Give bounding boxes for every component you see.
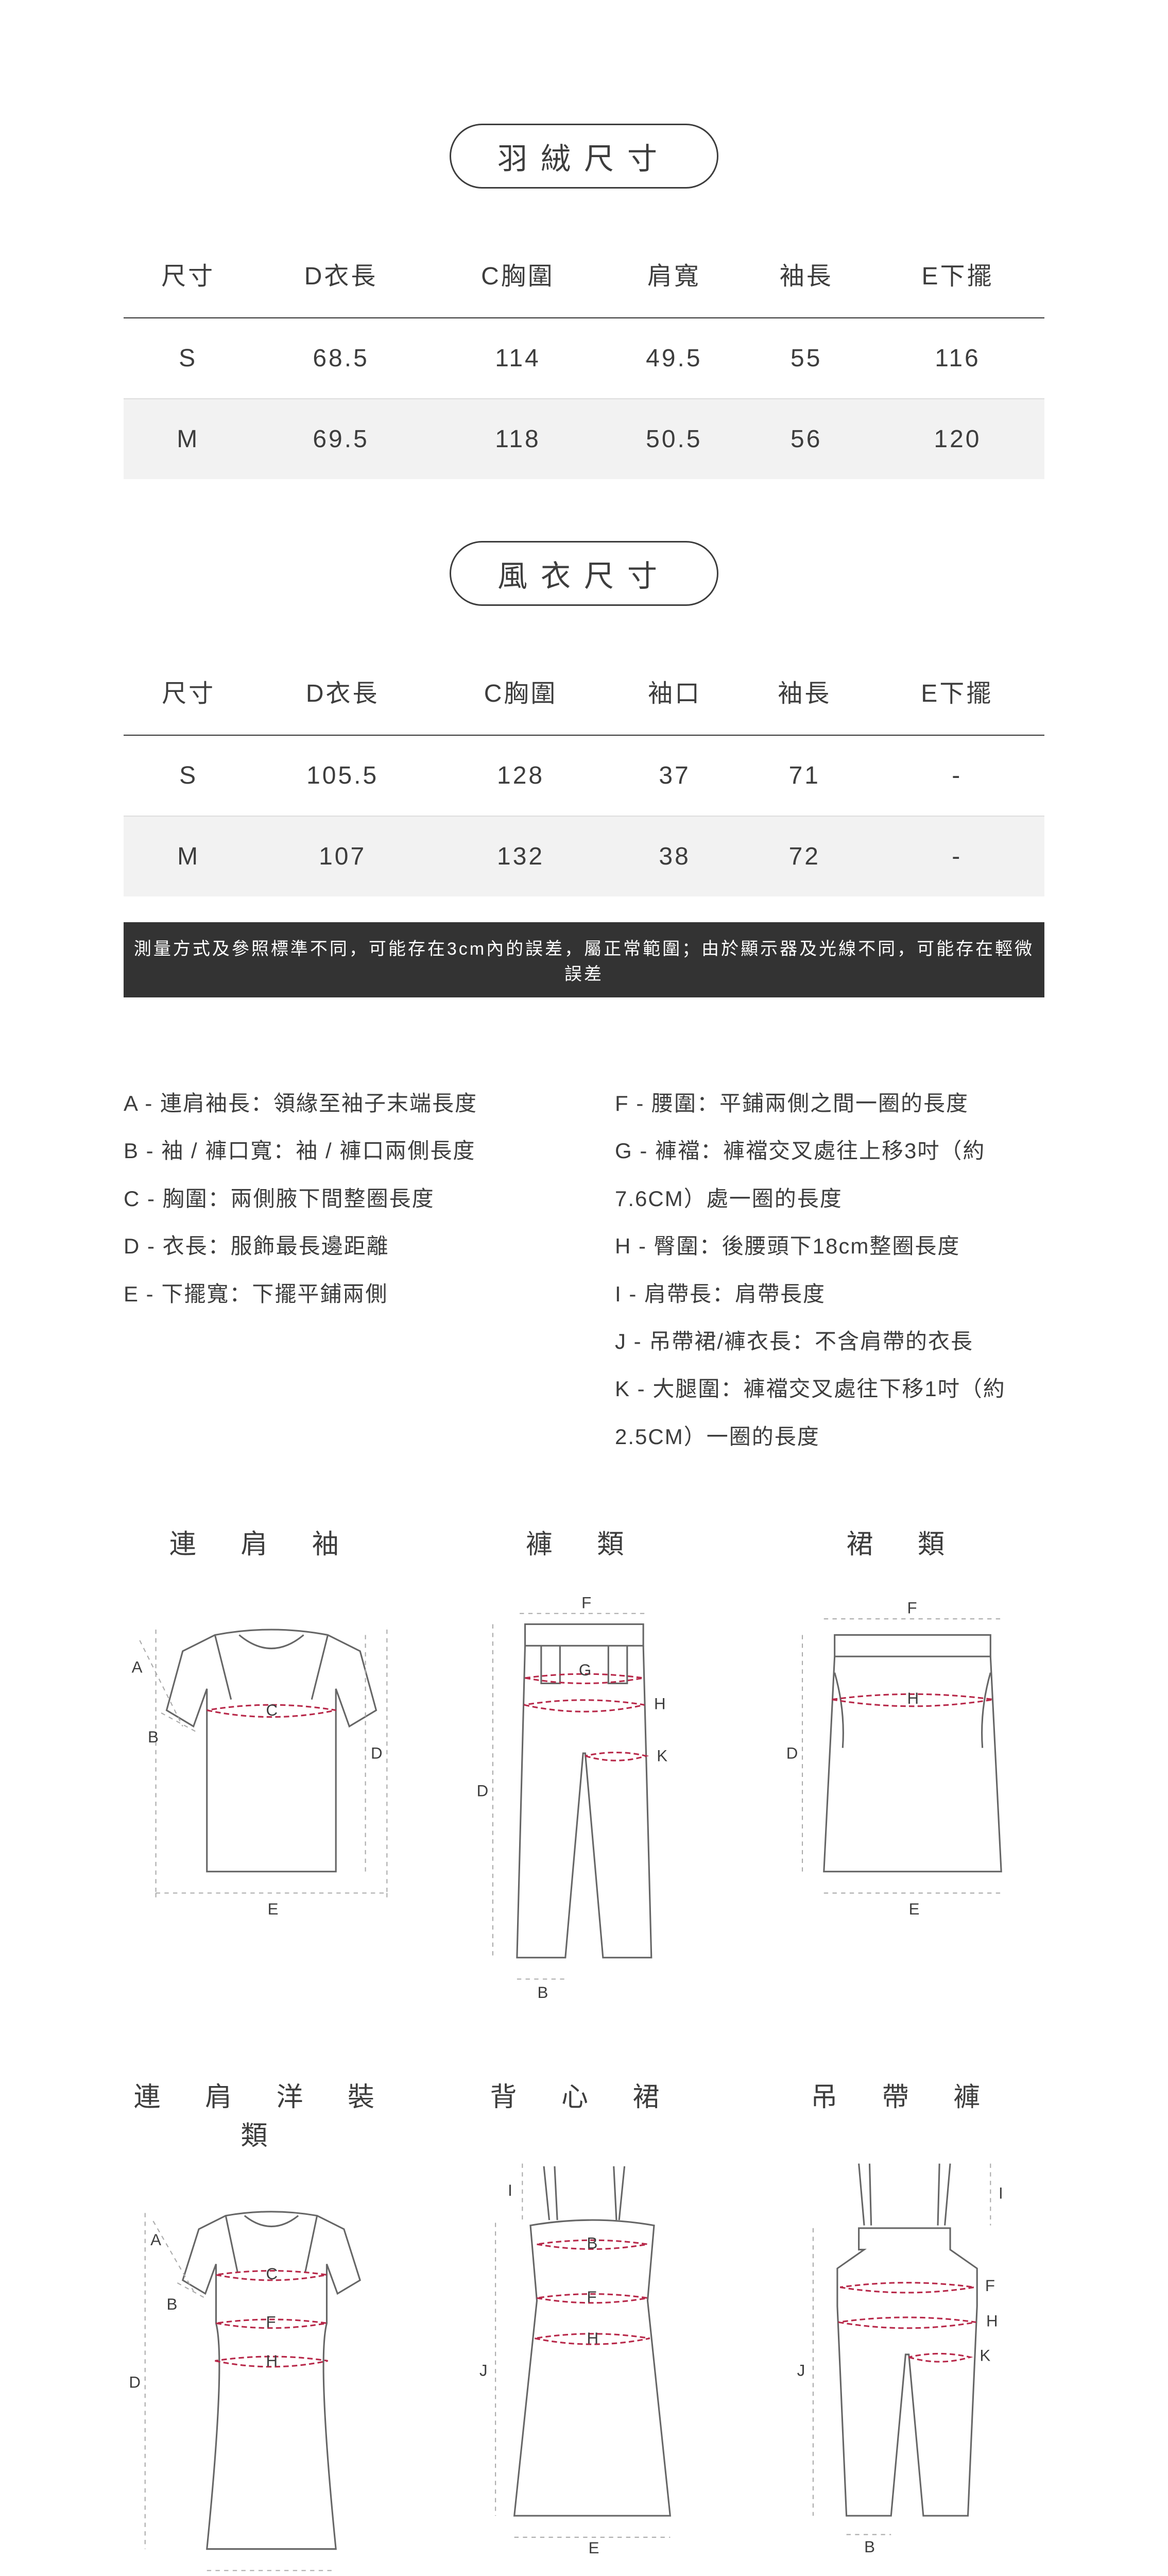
- table-row: S68.511449.555116: [124, 318, 1044, 399]
- table1-title: 羽絨尺寸: [124, 124, 1044, 189]
- diagram-cami-dress: 背 心 裙 B F H I J E: [444, 2075, 724, 2576]
- svg-text:F: F: [907, 1599, 917, 1617]
- svg-text:C: C: [266, 2265, 278, 2283]
- diagram-raglan-dress: 連 肩 洋 裝 類 C F H A B D E: [124, 2075, 403, 2576]
- svg-text:E: E: [268, 1900, 279, 1918]
- svg-text:C: C: [266, 1701, 278, 1719]
- svg-text:A: A: [150, 2231, 161, 2249]
- svg-text:K: K: [980, 2347, 991, 2365]
- svg-text:B: B: [166, 2295, 177, 2313]
- svg-text:E: E: [909, 1900, 920, 1918]
- svg-text:G: G: [579, 1661, 591, 1679]
- diagram-pants: 褲 類 F G H K D B: [444, 1522, 724, 2003]
- size-table-1: 尺寸D衣長C胸圍肩寬袖長E下擺 S68.511449.555116 M69.51…: [124, 230, 1044, 479]
- svg-text:F: F: [587, 2288, 596, 2306]
- svg-text:J: J: [479, 2362, 487, 2380]
- svg-text:A: A: [132, 1658, 143, 1676]
- svg-text:K: K: [657, 1747, 667, 1765]
- svg-text:B: B: [148, 1728, 159, 1746]
- svg-text:H: H: [587, 2329, 598, 2347]
- svg-text:I: I: [999, 2184, 1003, 2202]
- table2-title: 風衣尺寸: [124, 541, 1044, 606]
- svg-text:E: E: [588, 2539, 599, 2553]
- measurement-note: 測量方式及參照標準不同，可能存在3cm內的誤差，屬正常範圍；由於顯示器及光線不同…: [124, 922, 1044, 997]
- svg-text:I: I: [508, 2181, 512, 2199]
- svg-text:J: J: [797, 2362, 805, 2380]
- svg-text:B: B: [587, 2234, 597, 2252]
- svg-text:D: D: [371, 1744, 383, 1762]
- svg-text:H: H: [986, 2312, 998, 2330]
- svg-text:F: F: [266, 2313, 276, 2331]
- table-row: S105.51283771-: [124, 735, 1044, 816]
- table-row: M1071323872-: [124, 816, 1044, 896]
- svg-text:B: B: [864, 2538, 875, 2553]
- svg-text:H: H: [266, 2352, 278, 2370]
- svg-text:D: D: [476, 1782, 488, 1800]
- svg-text:D: D: [786, 1744, 798, 1762]
- diagram-overalls: 吊 帶 褲 F H K I J B: [765, 2075, 1044, 2576]
- svg-text:F: F: [985, 2277, 995, 2295]
- svg-text:B: B: [537, 1984, 548, 2001]
- svg-text:H: H: [907, 1689, 919, 1707]
- svg-text:H: H: [654, 1695, 666, 1713]
- size-table-2: 尺寸D衣長C胸圍袖口袖長E下擺 S105.51283771- M10713238…: [124, 647, 1044, 896]
- diagram-raglan-top: 連 肩 袖 A B C D E: [124, 1522, 403, 2003]
- diagram-skirt: 裙 類 F H D E: [765, 1522, 1044, 2003]
- svg-text:D: D: [129, 2374, 141, 2392]
- definitions: A - 連肩袖長：領緣至袖子末端長度B - 袖 / 褲口寬：袖 / 褲口兩側長度…: [124, 1080, 1044, 1461]
- table-row: M69.511850.556120: [124, 399, 1044, 479]
- svg-text:F: F: [581, 1594, 591, 1612]
